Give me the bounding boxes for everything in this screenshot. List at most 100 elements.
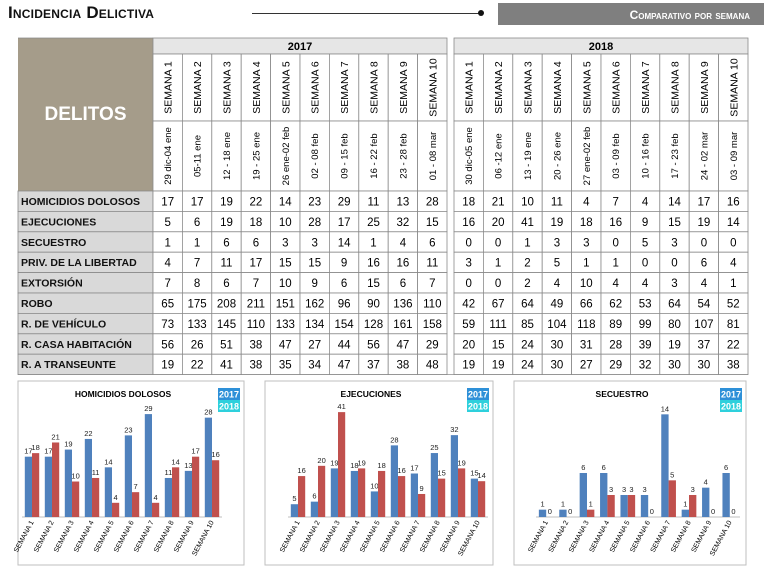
- date-header: 17 - 23 feb: [670, 133, 681, 178]
- bar-value-label: 7: [134, 482, 138, 491]
- data-cell-value: 15: [492, 339, 505, 351]
- data-cell-value: 162: [305, 299, 324, 311]
- data-cell-value: 17: [161, 197, 174, 209]
- data-cell-value: 5: [164, 217, 170, 229]
- data-cell-value: 32: [639, 360, 652, 372]
- data-cell-value: 110: [247, 319, 265, 331]
- bar-value-label: 1: [540, 500, 544, 509]
- date-header: 03 - 09 mar: [729, 132, 740, 181]
- data-cell-value: 54: [698, 299, 711, 311]
- bar-value-label: 3: [642, 485, 646, 494]
- data-cell-value: 15: [367, 278, 380, 290]
- bar: [620, 495, 628, 517]
- bar-value-label: 22: [84, 429, 92, 438]
- data-cell-value: 59: [462, 319, 475, 331]
- data-cell-value: 90: [367, 299, 380, 311]
- row-label: EJECUCIONES: [21, 216, 96, 228]
- data-cell-value: 16: [367, 258, 380, 270]
- data-cell-value: 1: [612, 258, 618, 270]
- bar-value-label: 17: [410, 464, 418, 473]
- row-label: PRIV. DE LA LIBERTAD: [21, 257, 137, 269]
- bar: [212, 460, 220, 517]
- date-header: 19 - 25 ene: [251, 132, 262, 180]
- data-cell-value: 154: [335, 319, 355, 331]
- bar: [681, 509, 689, 517]
- data-cell-value: 175: [188, 299, 207, 311]
- week-header-cell: [718, 53, 749, 122]
- bar-value-label: 41: [337, 402, 345, 411]
- bar-value-label: 14: [104, 457, 112, 466]
- data-cell-value: 34: [308, 360, 321, 372]
- data-cell-value: 67: [492, 299, 505, 311]
- data-cell-value: 29: [338, 197, 351, 209]
- year-header: 2018: [589, 41, 613, 53]
- data-cell-value: 3: [554, 237, 560, 249]
- bar: [112, 502, 120, 517]
- bar: [104, 467, 112, 517]
- data-cell-value: 27: [308, 339, 321, 351]
- date-header: 27 ene-02 feb: [582, 127, 593, 186]
- chart-title: HOMICIDIOS DOLOSOS: [75, 389, 172, 399]
- data-cell-value: 18: [580, 217, 593, 229]
- data-cell-value: 211: [247, 299, 265, 311]
- data-cell-value: 1: [524, 237, 530, 249]
- data-cell-value: 81: [727, 319, 740, 331]
- bar-value-label: 14: [477, 471, 485, 480]
- bar-value-label: 6: [602, 463, 606, 472]
- data-cell-value: 110: [423, 299, 441, 311]
- bar-value-label: 3: [629, 485, 633, 494]
- bar-value-label: 4: [114, 493, 118, 502]
- bar-value-label: 1: [561, 500, 565, 509]
- date-header: 09 - 15 feb: [340, 133, 351, 178]
- data-cell-value: 19: [551, 217, 564, 229]
- data-cell-value: 3: [671, 237, 677, 249]
- week-header: SEMANA 6: [310, 61, 322, 114]
- bar: [702, 487, 710, 517]
- bar-value-label: 10: [71, 472, 79, 481]
- bar: [640, 495, 649, 517]
- data-cell-value: 37: [367, 360, 380, 372]
- bar: [398, 476, 406, 517]
- bar: [722, 473, 730, 517]
- week-header: SEMANA 9: [699, 61, 711, 114]
- week-header-cell: [328, 53, 360, 122]
- data-cell-value: 17: [338, 217, 351, 229]
- bar: [668, 480, 676, 517]
- data-cell-value: 7: [194, 258, 200, 270]
- bar: [172, 467, 180, 517]
- legend-swatch: [218, 400, 240, 412]
- bar: [470, 478, 478, 517]
- data-cell-value: 38: [397, 360, 410, 372]
- data-cell-value: 4: [612, 278, 619, 290]
- data-cell-value: 10: [580, 278, 593, 290]
- data-cell-value: 23: [308, 197, 321, 209]
- week-header: SEMANA 7: [640, 61, 652, 114]
- data-cell-value: 17: [698, 197, 711, 209]
- date-header-cell: [600, 120, 631, 192]
- data-cell-value: 13: [397, 197, 410, 209]
- delitos-header-cell: [18, 38, 153, 191]
- data-cell-value: 151: [276, 299, 295, 311]
- row-label: EXTORSIÓN: [21, 277, 83, 290]
- data-cell-value: 39: [639, 339, 652, 351]
- data-cell-value: 31: [580, 339, 593, 351]
- data-cell-value: 41: [521, 217, 534, 229]
- bar: [164, 477, 172, 517]
- bar: [192, 456, 200, 517]
- data-cell-value: 145: [217, 319, 236, 331]
- row-label: SECUESTRO: [21, 237, 86, 249]
- data-cell-value: 1: [194, 237, 200, 249]
- bar-value-label: 5: [670, 470, 674, 479]
- bar-value-label: 19: [457, 458, 465, 467]
- bar-value-label: 28: [204, 408, 212, 417]
- data-cell-value: 11: [221, 258, 233, 270]
- date-header-cell: [240, 120, 271, 192]
- bar-value-label: 1: [683, 500, 687, 509]
- section-banner: Comparativo por semana: [498, 3, 764, 25]
- week-header: SEMANA 1: [163, 61, 175, 114]
- data-cell-value: 30: [698, 360, 711, 372]
- bar-value-label: 16: [397, 466, 405, 475]
- week-header: SEMANA 2: [192, 61, 204, 114]
- data-cell-value: 3: [465, 258, 471, 270]
- data-cell-value: 80: [668, 319, 681, 331]
